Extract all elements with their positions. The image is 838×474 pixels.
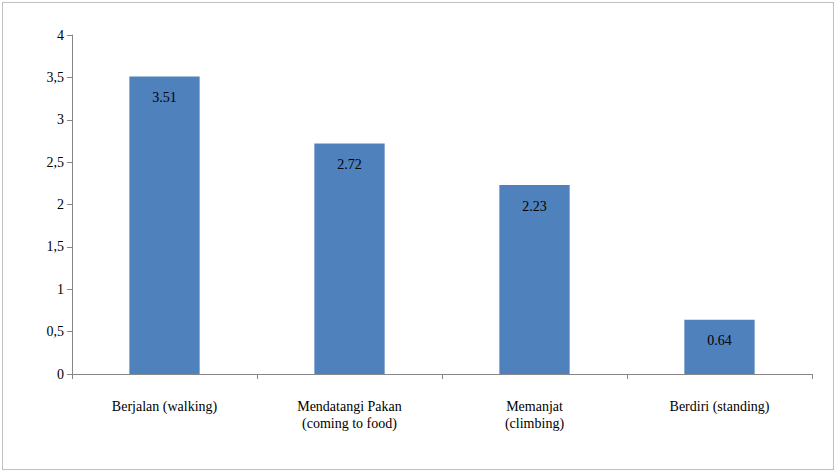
svg-text:1,5: 1,5 [47,239,65,254]
svg-text:2.72: 2.72 [337,157,362,172]
svg-text:2,5: 2,5 [47,155,65,170]
svg-text:Berjalan (walking): Berjalan (walking) [112,399,218,415]
svg-text:1: 1 [57,282,64,297]
svg-text:(coming to food): (coming to food) [302,416,397,432]
svg-text:3.51: 3.51 [152,90,177,105]
svg-text:(climbing): (climbing) [505,416,564,432]
svg-text:0.64: 0.64 [707,333,732,348]
svg-text:2.23: 2.23 [522,199,547,214]
svg-text:0,5: 0,5 [47,324,65,339]
svg-text:0: 0 [57,367,64,382]
svg-text:3,5: 3,5 [47,70,65,85]
svg-text:2: 2 [57,197,64,212]
svg-text:Memanjat: Memanjat [506,399,563,414]
svg-text:4: 4 [57,28,64,43]
svg-text:Mendatangi Pakan: Mendatangi Pakan [297,399,402,414]
svg-text:Berdiri (standing): Berdiri (standing) [670,399,770,415]
svg-text:3: 3 [57,112,64,127]
